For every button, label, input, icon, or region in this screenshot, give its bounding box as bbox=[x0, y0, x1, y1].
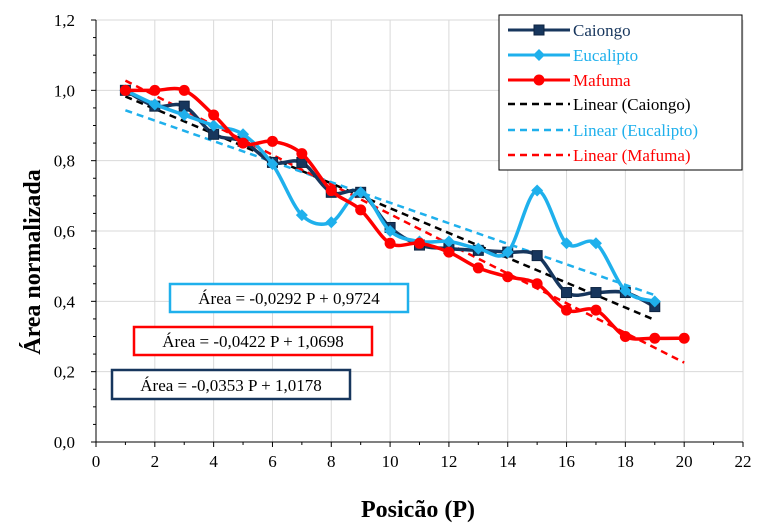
legend-entry-mafuma: Mafuma bbox=[508, 71, 631, 90]
data-point bbox=[590, 304, 602, 316]
axes bbox=[91, 19, 744, 447]
data-point bbox=[237, 137, 249, 149]
data-point bbox=[560, 237, 573, 250]
data-series bbox=[119, 84, 690, 344]
data-point bbox=[178, 84, 190, 96]
data-point bbox=[472, 242, 485, 255]
equation-box-mafuma: Área = -0,0422 P + 1,0698 bbox=[132, 325, 374, 357]
y-tick-label: 1,0 bbox=[54, 81, 75, 100]
x-tick-label: 2 bbox=[151, 452, 160, 471]
legend-label-eucalipto: Eucalipto bbox=[573, 46, 638, 65]
data-point bbox=[208, 109, 220, 121]
y-tick-label: 0,2 bbox=[54, 363, 75, 382]
legend-marker-diamond bbox=[533, 49, 545, 61]
x-tick-label: 20 bbox=[676, 452, 693, 471]
legend-label-linear-caiongo: Linear (Caiongo) bbox=[573, 95, 691, 114]
legend-entry-caiongo: Caiongo bbox=[508, 21, 631, 40]
x-tick-label: 18 bbox=[617, 452, 634, 471]
data-point bbox=[295, 209, 308, 222]
data-point bbox=[266, 158, 279, 171]
trendline-linear-eucalipto bbox=[124, 109, 656, 297]
data-point bbox=[531, 184, 544, 197]
data-point bbox=[442, 235, 455, 248]
y-axis-title: Área normalizada bbox=[20, 169, 46, 355]
data-point bbox=[325, 185, 337, 197]
legend-label-linear-mafuma: Linear (Mafuma) bbox=[573, 146, 691, 165]
tick-labels: 0 2 4 6 8 10 12 14 16 18 20 22 0,0 0,2 0,4 0,6 0,8 1,0 1,2 bbox=[54, 11, 752, 471]
legend-entry-eucalipto: Eucalipto bbox=[508, 46, 638, 65]
data-point bbox=[414, 237, 425, 249]
data-point bbox=[119, 84, 131, 96]
equation-caiongo: Área = -0,0353 P + 1,0178 bbox=[140, 376, 321, 395]
legend: Caiongo Eucalipto Mafuma Linear (Caiongo… bbox=[498, 14, 743, 171]
x-axis-title: Posicão (P) bbox=[361, 497, 475, 523]
data-point bbox=[354, 186, 367, 199]
data-point bbox=[384, 225, 397, 237]
trendlines bbox=[124, 79, 685, 364]
trendline-linear-mafuma bbox=[124, 79, 685, 364]
legend-label-mafuma: Mafuma bbox=[573, 71, 631, 90]
data-point bbox=[266, 135, 278, 147]
data-point bbox=[237, 128, 250, 141]
equation-box-eucalipto: Área = -0,0292 P + 0,9724 bbox=[168, 282, 410, 314]
x-tick-label: 12 bbox=[440, 452, 457, 471]
legend-entry-linear-caiongo: Linear (Caiongo) bbox=[508, 95, 691, 114]
x-tick-label: 6 bbox=[268, 452, 277, 471]
data-point bbox=[678, 332, 690, 344]
series-mafuma bbox=[119, 84, 690, 344]
legend-label-linear-eucalipto: Linear (Eucalipto) bbox=[573, 121, 698, 140]
data-point bbox=[355, 204, 367, 216]
data-point bbox=[207, 119, 220, 132]
equation-eucalipto: Área = -0,0292 P + 0,9724 bbox=[198, 289, 380, 308]
x-tick-label: 14 bbox=[499, 452, 517, 471]
x-tick-label: 16 bbox=[558, 452, 575, 471]
x-tick-label: 22 bbox=[735, 452, 752, 471]
data-point bbox=[619, 284, 632, 297]
equation-box-caiongo: Área = -0,0353 P + 1,0178 bbox=[110, 368, 352, 401]
data-point bbox=[149, 84, 161, 96]
data-point bbox=[472, 262, 484, 274]
y-tick-label: 0,8 bbox=[54, 152, 75, 171]
x-tick-label: 4 bbox=[209, 452, 218, 471]
data-point bbox=[531, 278, 543, 290]
data-point bbox=[384, 237, 396, 249]
equation-mafuma: Área = -0,0422 P + 1,0698 bbox=[162, 332, 343, 351]
legend-label-caiongo: Caiongo bbox=[573, 21, 631, 40]
x-tick-label: 10 bbox=[382, 452, 399, 471]
y-tick-label: 0,0 bbox=[54, 433, 75, 452]
x-tick-label: 8 bbox=[327, 452, 336, 471]
legend-marker-circle bbox=[533, 74, 545, 86]
data-point bbox=[325, 216, 338, 229]
data-point bbox=[561, 287, 573, 299]
data-point bbox=[619, 331, 631, 342]
data-point bbox=[589, 237, 602, 250]
data-point bbox=[561, 304, 573, 316]
x-tick-label: 0 bbox=[92, 452, 101, 471]
data-point bbox=[443, 246, 455, 258]
y-tick-label: 0,4 bbox=[54, 292, 76, 311]
data-point bbox=[296, 148, 308, 160]
legend-entry-linear-eucalipto: Linear (Eucalipto) bbox=[508, 121, 698, 140]
data-point bbox=[648, 295, 661, 308]
data-point bbox=[501, 246, 514, 259]
y-tick-label: 1,2 bbox=[54, 11, 75, 30]
data-point bbox=[649, 332, 661, 344]
data-point bbox=[590, 287, 602, 299]
y-tick-label: 0,6 bbox=[54, 222, 75, 241]
data-point bbox=[502, 271, 514, 283]
legend-marker-square bbox=[533, 24, 545, 36]
data-point bbox=[531, 250, 543, 262]
data-point bbox=[148, 98, 161, 111]
data-point bbox=[178, 108, 191, 121]
legend-entry-linear-mafuma: Linear (Mafuma) bbox=[508, 146, 691, 165]
